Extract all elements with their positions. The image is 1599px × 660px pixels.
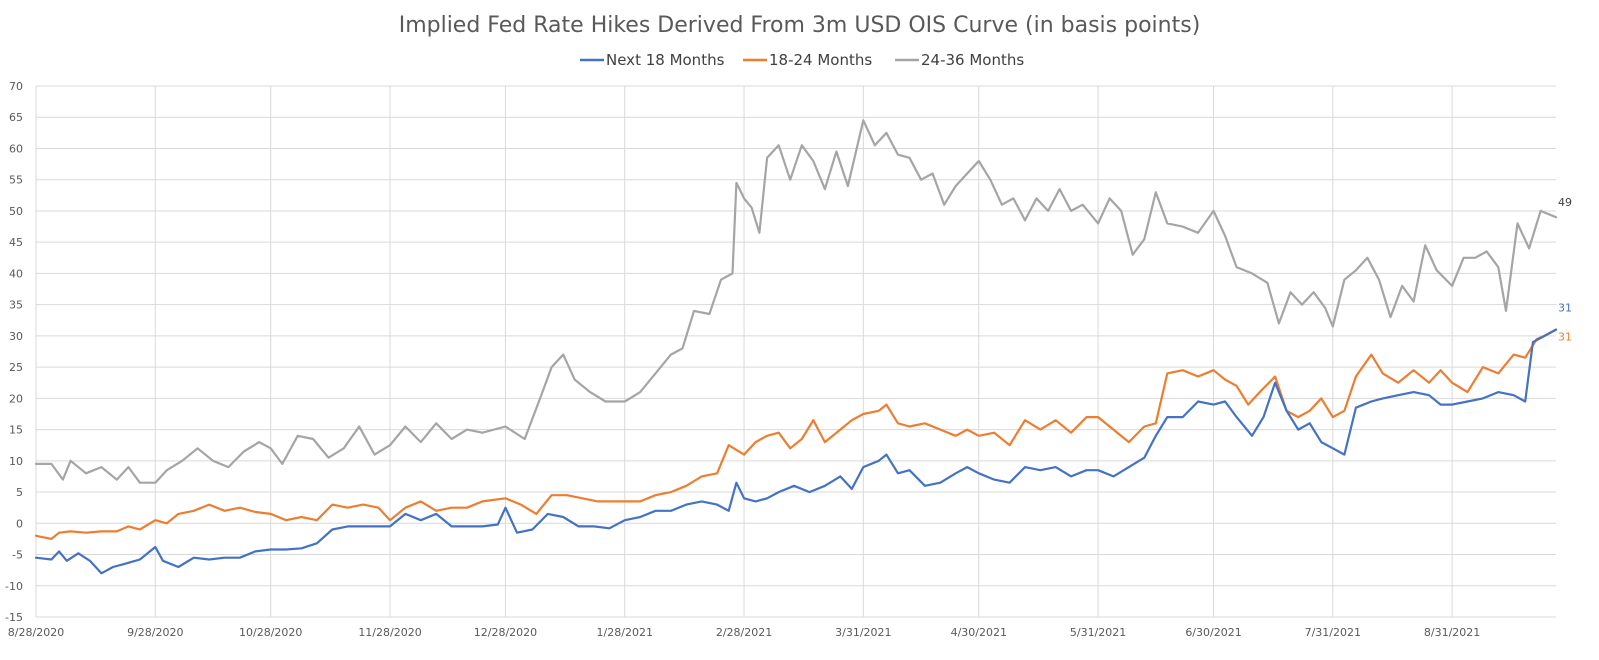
legend-item-24-36-months: 24-36 Months: [895, 51, 1024, 69]
y-tick-label: 10: [9, 455, 23, 468]
end-label: 31: [1558, 331, 1572, 344]
y-tick-label: 60: [9, 142, 23, 155]
x-tick-label: 12/28/2020: [474, 626, 537, 639]
y-tick-label: 65: [9, 111, 23, 124]
x-tick-label: 3/31/2021: [835, 626, 891, 639]
y-tick-label: 55: [9, 174, 23, 187]
legend: Next 18 Months 18-24 Months 24-36 Months: [580, 51, 1024, 69]
legend-label: 24-36 Months: [921, 51, 1024, 69]
x-tick-label: 1/28/2021: [597, 626, 653, 639]
end-label: 49: [1558, 196, 1572, 209]
x-tick-label: 6/30/2021: [1185, 626, 1241, 639]
series-line-24-36-months: [34, 119, 1558, 484]
x-axis-ticks: 8/28/2020 9/28/2020 10/28/2020 11/28/2020 12…: [8, 626, 1481, 639]
y-tick-label: 50: [9, 205, 23, 218]
legend-item-next-18-months: Next 18 Months: [580, 51, 725, 69]
x-tick-label: 4/30/2021: [951, 626, 1007, 639]
legend-label: Next 18 Months: [606, 51, 725, 69]
y-tick-label: 20: [9, 392, 23, 405]
y-tick-label: 5: [16, 486, 23, 499]
y-tick-label: 35: [9, 299, 23, 312]
series-line-18-24-months: [34, 328, 1558, 541]
series-lines: [34, 119, 1558, 575]
x-tick-label: 2/28/2021: [716, 626, 772, 639]
y-tick-label: -15: [5, 611, 23, 624]
end-label: 31: [1558, 302, 1572, 315]
y-tick-label: -10: [5, 580, 23, 593]
x-tick-label: 7/31/2021: [1305, 626, 1361, 639]
y-tick-label: -5: [12, 549, 23, 562]
series-line-next-18-months: [34, 328, 1558, 575]
y-tick-label: 70: [9, 80, 23, 93]
x-tick-label: 8/28/2020: [8, 626, 64, 639]
x-tick-label: 5/31/2021: [1070, 626, 1126, 639]
y-tick-label: 30: [9, 330, 23, 343]
legend-label: 18-24 Months: [769, 51, 872, 69]
x-tick-label: 11/28/2020: [358, 626, 421, 639]
x-tick-label: 8/31/2021: [1424, 626, 1480, 639]
y-tick-label: 0: [16, 517, 23, 530]
chart-title: Implied Fed Rate Hikes Derived From 3m U…: [399, 13, 1201, 38]
x-tick-label: 9/28/2020: [127, 626, 183, 639]
x-tick-label: 10/28/2020: [239, 626, 302, 639]
legend-item-18-24-months: 18-24 Months: [743, 51, 872, 69]
end-labels: 31 31 49: [1558, 196, 1572, 343]
y-tick-label: 15: [9, 424, 23, 437]
y-tick-label: 25: [9, 361, 23, 374]
y-tick-label: 40: [9, 267, 23, 280]
y-axis-ticks: -15 -10 -5 0 5 10 15 20 25 30 35 40 45 50 55 60 65 70: [5, 80, 23, 624]
y-tick-label: 45: [9, 236, 23, 249]
